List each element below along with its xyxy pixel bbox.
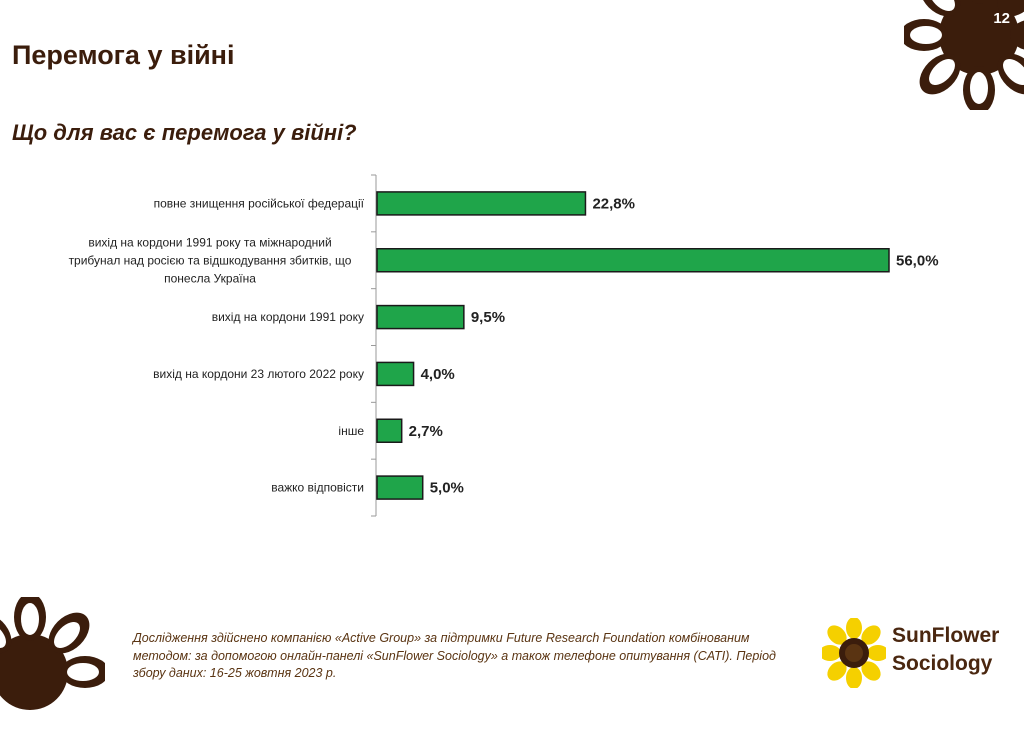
methodology-note: Дослідження здійснено компанією «Active …: [133, 631, 776, 680]
brand-name-line1: SunFlower: [892, 624, 1000, 647]
bar-chart: 22,8% повне знищення російської федерації…: [69, 174, 939, 517]
data-label: 5,0%: [430, 480, 464, 497]
data-label: 22,8%: [592, 195, 635, 212]
category-label: вихід на кордони 1991 року: [212, 310, 364, 324]
data-label: 4,0%: [421, 366, 455, 383]
data-label: 2,7%: [409, 423, 443, 440]
category-label: важко відповісти: [271, 481, 364, 495]
bar: [376, 191, 587, 216]
sunflower-decoration-bottom-icon: [0, 597, 105, 710]
page-title: Перемога у війні: [12, 40, 235, 70]
bar: [376, 248, 890, 273]
data-label: 9,5%: [471, 309, 505, 326]
category-label: вихід на кордони 1991 року та міжнародни…: [69, 235, 352, 285]
category-label: вихід на кордони 23 лютого 2022 року: [153, 367, 364, 381]
bar: [376, 361, 415, 387]
category-label: інше: [338, 424, 364, 438]
bar: [376, 304, 465, 330]
bar: [376, 475, 424, 500]
page-number: 12: [993, 10, 1010, 27]
brand-name-line2: Sociology: [892, 652, 993, 675]
bar: [376, 418, 403, 443]
brand-logo: SunFlower Sociology: [819, 617, 1012, 690]
sunflower-logo-icon: [819, 617, 889, 689]
data-label: 56,0%: [896, 252, 939, 269]
survey-question: Що для вас є перемога у війні?: [12, 120, 357, 145]
category-label: повне знищення російської федерації: [154, 196, 365, 210]
sunflower-decoration-icon: [904, 0, 1024, 110]
